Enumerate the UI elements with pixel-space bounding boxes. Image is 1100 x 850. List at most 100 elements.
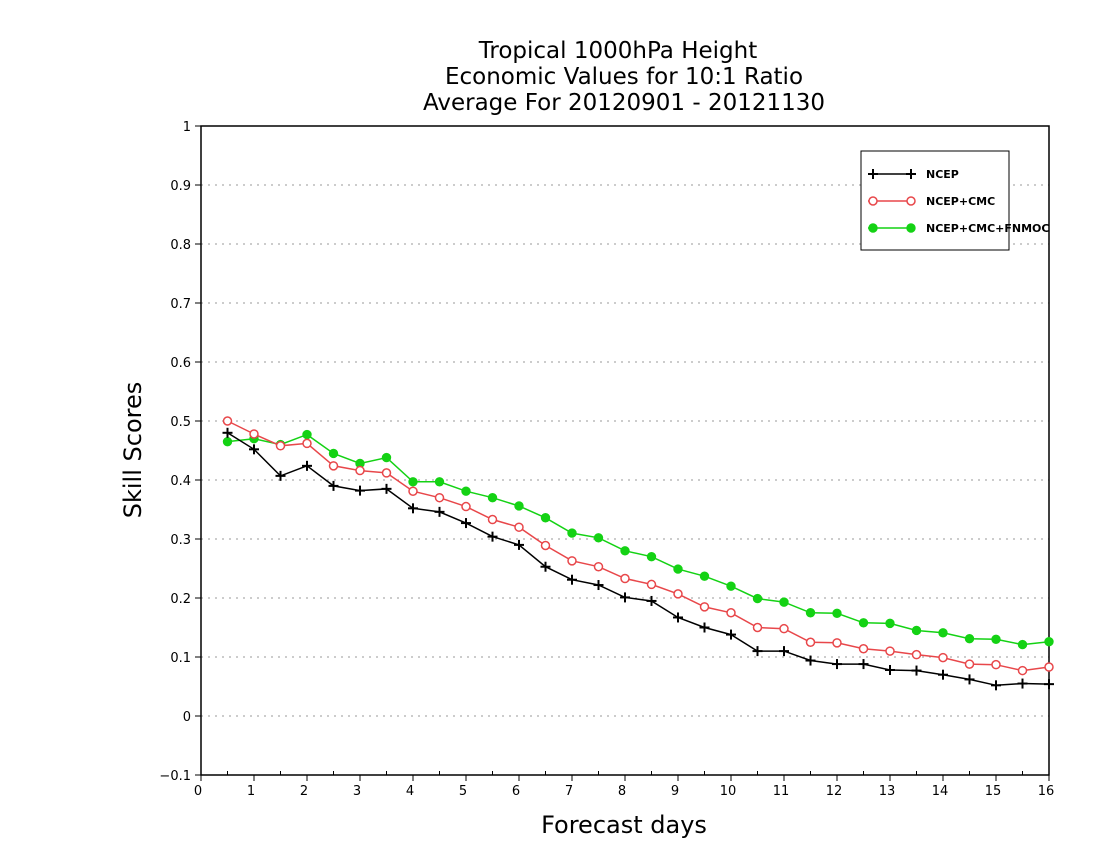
y-tick-label: 0.7 — [170, 297, 191, 312]
title-line-1: Tropical 1000hPa Height — [478, 38, 758, 64]
data-point — [275, 441, 286, 451]
data-point — [699, 571, 710, 581]
data-point — [302, 429, 312, 440]
data-point — [646, 579, 657, 590]
data-point — [726, 608, 736, 618]
series-ncep-cmc-fnmoc — [222, 429, 1054, 650]
data-point — [673, 589, 683, 599]
data-point — [249, 429, 259, 439]
data-point — [646, 552, 657, 562]
x-tick-label: 4 — [406, 784, 414, 799]
x-tick-label: 7 — [565, 784, 573, 799]
y-tick-label: 0.3 — [170, 533, 191, 548]
legend-label: NCEP — [926, 168, 959, 181]
data-point — [858, 643, 869, 654]
data-point — [355, 465, 365, 476]
data-point — [699, 602, 710, 612]
x-tick-label: 15 — [985, 784, 1002, 799]
data-point — [514, 501, 524, 511]
y-tick-label: 0 — [183, 710, 191, 725]
data-point — [514, 522, 524, 532]
x-tick-label: 11 — [773, 784, 790, 799]
data-point — [487, 493, 498, 503]
data-point — [726, 581, 736, 591]
legend-label: NCEP+CMC — [926, 195, 995, 208]
data-point — [1044, 636, 1054, 647]
data-point — [964, 634, 975, 644]
data-point — [328, 461, 339, 471]
title-line-3: Average For 20120901 - 20121130 — [423, 90, 825, 116]
data-point — [1017, 639, 1028, 650]
y-tick-label: 0.5 — [170, 415, 191, 430]
x-axis-label: Forecast days — [541, 811, 707, 839]
legend-box — [860, 150, 1010, 251]
x-tick-label: 6 — [512, 784, 520, 799]
y-axis-label: Skill Scores — [119, 382, 147, 519]
data-point — [302, 438, 312, 449]
data-point — [805, 608, 816, 618]
data-point — [779, 597, 789, 607]
data-point — [567, 528, 577, 538]
series-line — [227, 420, 1050, 672]
series-ncep — [222, 427, 1054, 691]
y-tick-label: 0.8 — [170, 238, 191, 253]
x-tick-label: 2 — [300, 784, 308, 799]
x-tick-label: 5 — [459, 784, 467, 799]
data-point — [1017, 665, 1028, 676]
data-point — [885, 646, 895, 656]
x-tick-label: 13 — [879, 784, 896, 799]
data-point — [434, 492, 445, 503]
data-point — [752, 593, 763, 604]
data-point — [1044, 662, 1054, 672]
series-layer — [222, 416, 1054, 691]
data-point — [620, 573, 630, 584]
data-point — [222, 416, 233, 426]
legend-marker — [868, 223, 878, 233]
y-tick-label: 0.4 — [170, 474, 191, 489]
y-tick-label: 0.6 — [170, 356, 191, 371]
x-axis-ticks: 0 1 2 3 4 5 6 7 8 9 10 11 12 13 14 15 16 — [194, 771, 1054, 799]
data-point — [991, 634, 1001, 644]
data-point — [964, 659, 975, 669]
series-line — [227, 432, 1050, 687]
series-ncep-cmc — [222, 416, 1054, 676]
legend-marker — [868, 196, 878, 206]
data-point — [381, 452, 392, 463]
data-point — [779, 623, 789, 634]
data-point — [487, 514, 498, 525]
data-point — [593, 533, 604, 543]
x-tick-label: 8 — [618, 784, 626, 799]
y-axis-ticks: −0.1 0 0.1 0.2 0.3 0.4 0.5 0.6 0.7 0.8 0.9 1 — [159, 120, 201, 784]
data-point — [832, 608, 842, 619]
series-line — [227, 433, 1050, 646]
x-tick-label: 0 — [194, 784, 202, 799]
data-point — [911, 625, 922, 636]
data-point — [752, 622, 763, 633]
data-point — [832, 638, 842, 648]
data-point — [858, 618, 869, 628]
data-point — [461, 486, 471, 496]
data-point — [540, 513, 551, 523]
data-point — [673, 564, 683, 574]
chart-title: Tropical 1000hPa Height Economic Values … — [423, 38, 825, 116]
y-tick-label: 0.1 — [170, 651, 191, 666]
legend-marker — [906, 196, 916, 206]
data-point — [222, 436, 233, 447]
data-point — [328, 448, 339, 459]
x-tick-label: 1 — [247, 784, 255, 799]
x-tick-label: 3 — [353, 784, 361, 799]
legend: NCEP NCEP+CMC NCEP+CMC+FNMOC — [860, 150, 1049, 251]
data-point — [805, 637, 816, 647]
data-point — [434, 477, 445, 487]
x-tick-label: 16 — [1038, 784, 1055, 799]
data-point — [620, 546, 630, 556]
legend-marker — [906, 223, 916, 233]
data-point — [461, 501, 471, 512]
legend-label: NCEP+CMC+FNMOC — [926, 222, 1049, 235]
y-tick-label: 0.2 — [170, 592, 191, 607]
data-point — [911, 649, 922, 660]
data-point — [381, 468, 392, 478]
gridlines — [201, 184, 1049, 717]
data-point — [408, 477, 418, 487]
